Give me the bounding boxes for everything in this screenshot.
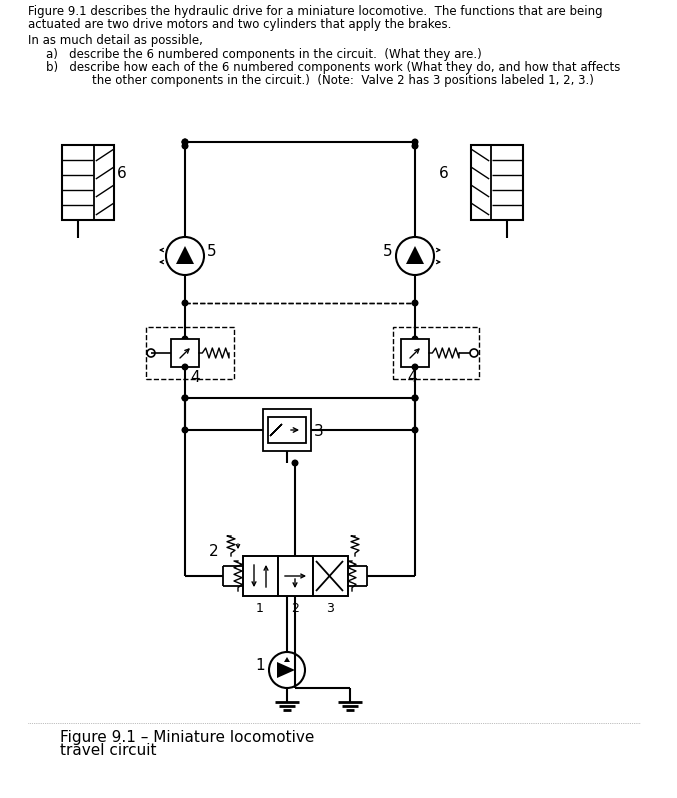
Circle shape [412, 336, 418, 342]
Circle shape [412, 395, 418, 401]
Circle shape [182, 336, 188, 342]
Text: 6: 6 [117, 165, 127, 180]
Text: In as much detail as possible,: In as much detail as possible, [28, 34, 203, 47]
Text: 1: 1 [255, 658, 265, 674]
Bar [171, 339, 199, 367]
Circle shape [470, 349, 478, 357]
Circle shape [182, 395, 188, 401]
Circle shape [412, 395, 418, 401]
Polygon shape [406, 246, 424, 264]
Circle shape [412, 143, 418, 148]
Bar [401, 339, 429, 367]
Circle shape [147, 349, 155, 357]
Circle shape [182, 364, 188, 369]
Bar [471, 145, 523, 220]
Circle shape [396, 237, 434, 275]
Bar [243, 556, 278, 596]
Circle shape [412, 139, 418, 144]
Text: 4: 4 [407, 370, 416, 385]
Text: actuated are two drive motors and two cylinders that apply the brakes.: actuated are two drive motors and two cy… [28, 18, 452, 31]
Circle shape [269, 652, 305, 688]
Bar [313, 556, 348, 596]
Polygon shape [284, 657, 290, 662]
Text: b)   describe how each of the 6 numbered components work (What they do, and how : b) describe how each of the 6 numbered c… [46, 61, 620, 74]
Text: 2: 2 [291, 602, 299, 614]
Circle shape [412, 427, 418, 433]
Circle shape [182, 143, 188, 148]
Circle shape [182, 139, 188, 144]
Circle shape [292, 460, 298, 466]
Circle shape [166, 237, 204, 275]
Text: 5: 5 [383, 244, 393, 259]
Text: Figure 9.1 describes the hydraulic drive for a miniature locomotive.  The functi: Figure 9.1 describes the hydraulic drive… [28, 5, 603, 18]
Text: 4: 4 [190, 370, 200, 385]
Circle shape [182, 395, 188, 401]
Text: travel circuit: travel circuit [60, 743, 156, 758]
Circle shape [182, 427, 188, 433]
Text: a)   describe the 6 numbered components in the circuit.  (What they are.): a) describe the 6 numbered components in… [46, 48, 482, 61]
Text: the other components in the circuit.)  (Note:  Valve 2 has 3 positions labeled 1: the other components in the circuit.) (N… [62, 74, 594, 87]
Bar [62, 145, 114, 220]
Circle shape [182, 300, 188, 306]
Bar [278, 556, 313, 596]
Bar [146, 327, 234, 379]
Bar [263, 409, 311, 451]
Text: 2: 2 [209, 543, 218, 559]
Text: 5: 5 [207, 244, 217, 259]
Text: Figure 9.1 – Miniature locomotive: Figure 9.1 – Miniature locomotive [60, 730, 314, 745]
Text: 3: 3 [326, 602, 334, 614]
Bar [268, 417, 306, 443]
Text: 1: 1 [256, 602, 264, 614]
Bar [393, 327, 479, 379]
Polygon shape [176, 246, 194, 264]
Circle shape [182, 139, 188, 144]
Text: 3: 3 [314, 425, 324, 440]
Text: 6: 6 [439, 165, 449, 180]
Polygon shape [270, 424, 282, 436]
Polygon shape [277, 662, 295, 678]
Circle shape [412, 300, 418, 306]
Circle shape [412, 364, 418, 369]
